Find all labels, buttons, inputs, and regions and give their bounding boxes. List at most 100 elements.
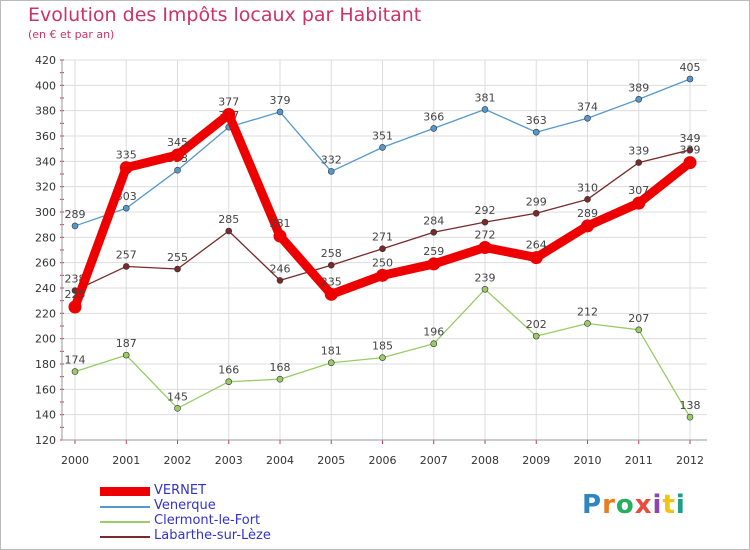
- y-tick-label: 280: [35, 231, 56, 244]
- legend-item: Labarthe-sur-Lèze: [100, 528, 360, 544]
- data-label: 264: [526, 239, 547, 252]
- data-label: 332: [321, 153, 342, 166]
- data-point: [276, 375, 284, 383]
- data-point: [324, 287, 338, 301]
- chart-title: Evolution des Impôts locaux par Habitant: [28, 4, 422, 26]
- data-point: [430, 228, 438, 236]
- data-point: [225, 378, 233, 386]
- data-label: 281: [270, 217, 291, 230]
- data-point: [584, 196, 591, 203]
- y-tick-label: 360: [35, 130, 56, 143]
- data-point: [686, 75, 694, 83]
- data-label: 379: [270, 94, 291, 107]
- x-tick-label: 2009: [522, 454, 550, 467]
- logo-letter: i: [652, 490, 663, 520]
- data-point: [635, 95, 643, 103]
- data-point: [686, 413, 694, 421]
- data-label: 292: [475, 204, 496, 217]
- data-label: 246: [270, 262, 291, 275]
- x-tick-label: 2007: [420, 454, 448, 467]
- data-label: 187: [116, 337, 137, 350]
- legend-swatch: [100, 521, 150, 523]
- data-label: 272: [475, 228, 496, 241]
- data-label: 138: [680, 399, 701, 412]
- data-label: 145: [167, 390, 188, 403]
- data-point: [532, 332, 540, 340]
- data-label: 349: [680, 132, 701, 145]
- data-label: 185: [372, 340, 393, 353]
- data-point: [174, 166, 181, 174]
- data-point: [584, 114, 591, 122]
- y-tick-label: 340: [35, 155, 56, 168]
- proxiti-logo: Proxiti: [582, 490, 686, 520]
- data-point: [427, 257, 441, 271]
- data-point: [683, 156, 697, 170]
- y-tick-label: 200: [35, 333, 56, 346]
- data-point: [379, 245, 386, 253]
- data-point: [376, 268, 389, 282]
- data-label: 335: [116, 149, 137, 162]
- legend-swatch: [100, 487, 150, 496]
- data-point: [379, 144, 386, 151]
- data-label: 377: [218, 95, 239, 108]
- data-point: [532, 128, 540, 136]
- data-point: [222, 107, 236, 121]
- data-label: 345: [167, 136, 188, 149]
- data-point: [174, 405, 181, 412]
- data-label: 181: [321, 345, 342, 358]
- data-point: [68, 300, 82, 314]
- data-label: 339: [628, 145, 649, 158]
- y-tick-label: 220: [35, 307, 56, 320]
- data-point: [478, 240, 492, 254]
- data-label: 299: [526, 195, 547, 208]
- logo-letter: P: [582, 490, 603, 520]
- data-label: 285: [218, 213, 239, 226]
- data-label: 202: [526, 318, 547, 331]
- logo-letter: i: [675, 490, 686, 520]
- data-label: 196: [423, 326, 444, 339]
- x-tick-label: 2003: [215, 454, 243, 467]
- legend-label: VERNET: [154, 483, 207, 498]
- x-tick-label: 2010: [574, 454, 602, 467]
- data-label: 168: [270, 361, 291, 374]
- x-tick-label: 2012: [676, 454, 704, 467]
- data-point: [635, 326, 643, 334]
- data-label: 363: [526, 114, 547, 127]
- y-tick-label: 240: [35, 282, 56, 295]
- chart-plot: 120 140 160 180 200 220 240 260 280 300 320 340 360 3…: [35, 54, 707, 467]
- data-point: [119, 161, 133, 175]
- data-label: 207: [628, 312, 649, 325]
- data-label: 310: [577, 181, 598, 194]
- data-label: 374: [577, 100, 598, 113]
- x-tick-label: 2002: [164, 454, 192, 467]
- data-label: 212: [577, 305, 598, 318]
- legend-label: Venerque: [154, 498, 216, 513]
- data-point: [430, 340, 438, 348]
- data-point: [379, 354, 386, 361]
- data-point: [71, 368, 79, 375]
- y-tick-label: 320: [35, 181, 56, 194]
- data-label: 255: [167, 251, 188, 264]
- legend-item: Venerque: [100, 498, 360, 514]
- data-point: [276, 108, 284, 116]
- y-tick-label: 180: [35, 358, 56, 371]
- logo-letter: r: [602, 490, 616, 520]
- x-tick-label: 2006: [369, 454, 397, 467]
- data-point: [327, 359, 335, 367]
- x-tick-label: 2011: [625, 454, 653, 467]
- chart-legend: VERNET Venerque Clermont-le-Fort Labarthe-s…: [100, 483, 360, 544]
- y-tick-label: 260: [35, 257, 56, 270]
- data-point: [686, 146, 694, 154]
- legend-item: VERNET: [100, 483, 360, 499]
- data-label: 259: [423, 245, 444, 258]
- data-label: 366: [423, 110, 444, 123]
- logo-letter: t: [662, 490, 676, 520]
- data-label: 289: [577, 207, 598, 220]
- y-tick-label: 400: [35, 79, 56, 92]
- data-point: [481, 285, 489, 293]
- data-point: [71, 222, 79, 230]
- data-label: 351: [372, 129, 393, 142]
- data-point: [171, 148, 184, 162]
- legend-label: Labarthe-sur-Lèze: [154, 528, 271, 543]
- data-point: [481, 218, 489, 226]
